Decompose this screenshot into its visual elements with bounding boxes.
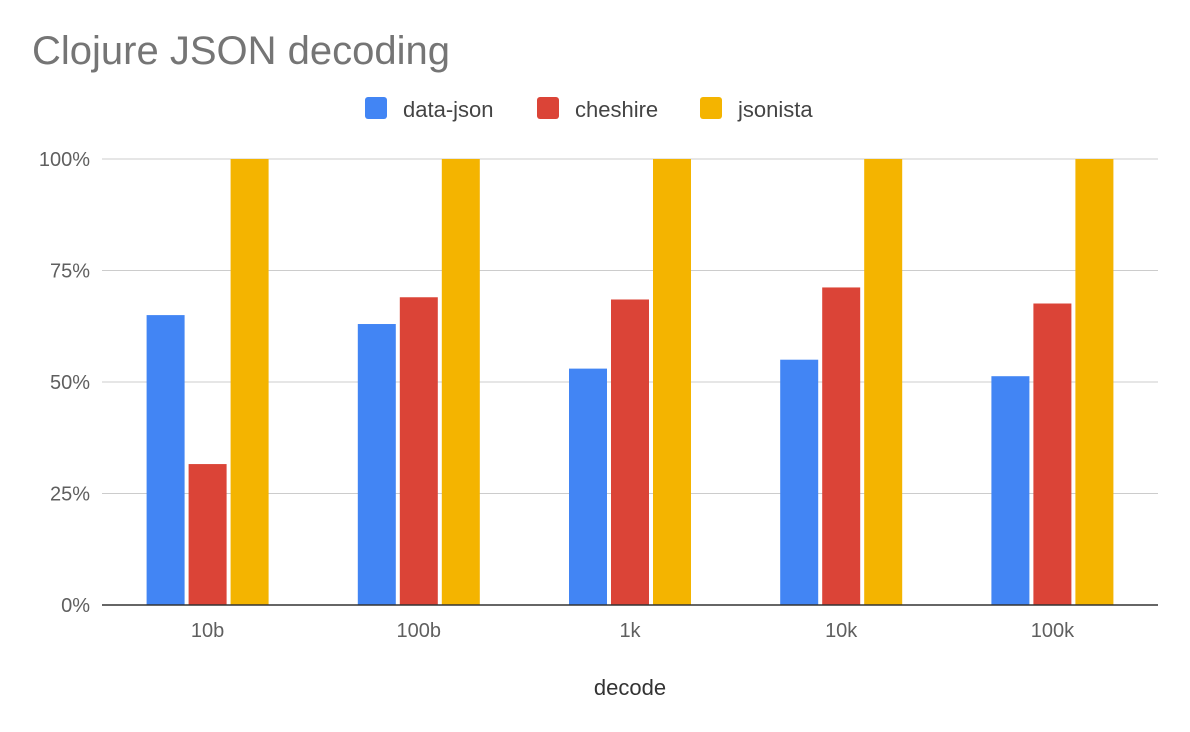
legend-label-data-json: data-json — [403, 97, 494, 122]
y-tick-label: 75% — [50, 261, 90, 283]
y-tick-label: 100% — [39, 149, 90, 171]
legend-label-cheshire: cheshire — [575, 97, 658, 122]
bar-data-json-10k — [780, 359, 819, 605]
x-tick-label: 100b — [397, 620, 442, 642]
y-tick-label: 50% — [50, 372, 90, 394]
x-tick-label: 100k — [1031, 620, 1075, 642]
bar-jsonista-10k — [864, 159, 903, 605]
legend: data-json cheshire jsonista — [365, 97, 813, 122]
bar-cheshire-10b — [188, 464, 227, 605]
y-tick-label: 0% — [61, 595, 90, 617]
legend-swatch-data-json — [365, 97, 387, 119]
bar-jsonista-100b — [441, 159, 480, 605]
bar-cheshire-1k — [611, 299, 649, 605]
bar-jsonista-100k — [1075, 159, 1114, 605]
bar-data-json-100b — [357, 324, 396, 605]
x-tick-label: 10b — [191, 620, 224, 642]
legend-swatch-jsonista — [700, 97, 722, 119]
y-tick-label: 25% — [50, 484, 90, 506]
bar-cheshire-100k — [1033, 303, 1072, 605]
x-tick-label: 1k — [619, 620, 641, 642]
x-axis-title: decode — [594, 675, 666, 700]
x-tick-label: 10k — [825, 620, 858, 642]
bar-data-json-10b — [146, 315, 185, 605]
bar-jsonista-1k — [653, 159, 691, 605]
bar-data-json-1k — [569, 368, 607, 605]
y-axis-ticks: 0% 25% 50% 75% 100% — [39, 149, 90, 617]
bars — [146, 159, 1114, 605]
bar-jsonista-10b — [230, 159, 269, 605]
bar-data-json-100k — [991, 376, 1030, 605]
legend-label-jsonista: jsonista — [737, 97, 813, 122]
chart-title: Clojure JSON decoding — [32, 29, 450, 73]
legend-swatch-cheshire — [537, 97, 559, 119]
x-axis-ticks: 10b 100b 1k 10k 100k — [191, 620, 1075, 642]
bar-cheshire-100b — [399, 297, 438, 605]
bar-cheshire-10k — [822, 287, 861, 605]
